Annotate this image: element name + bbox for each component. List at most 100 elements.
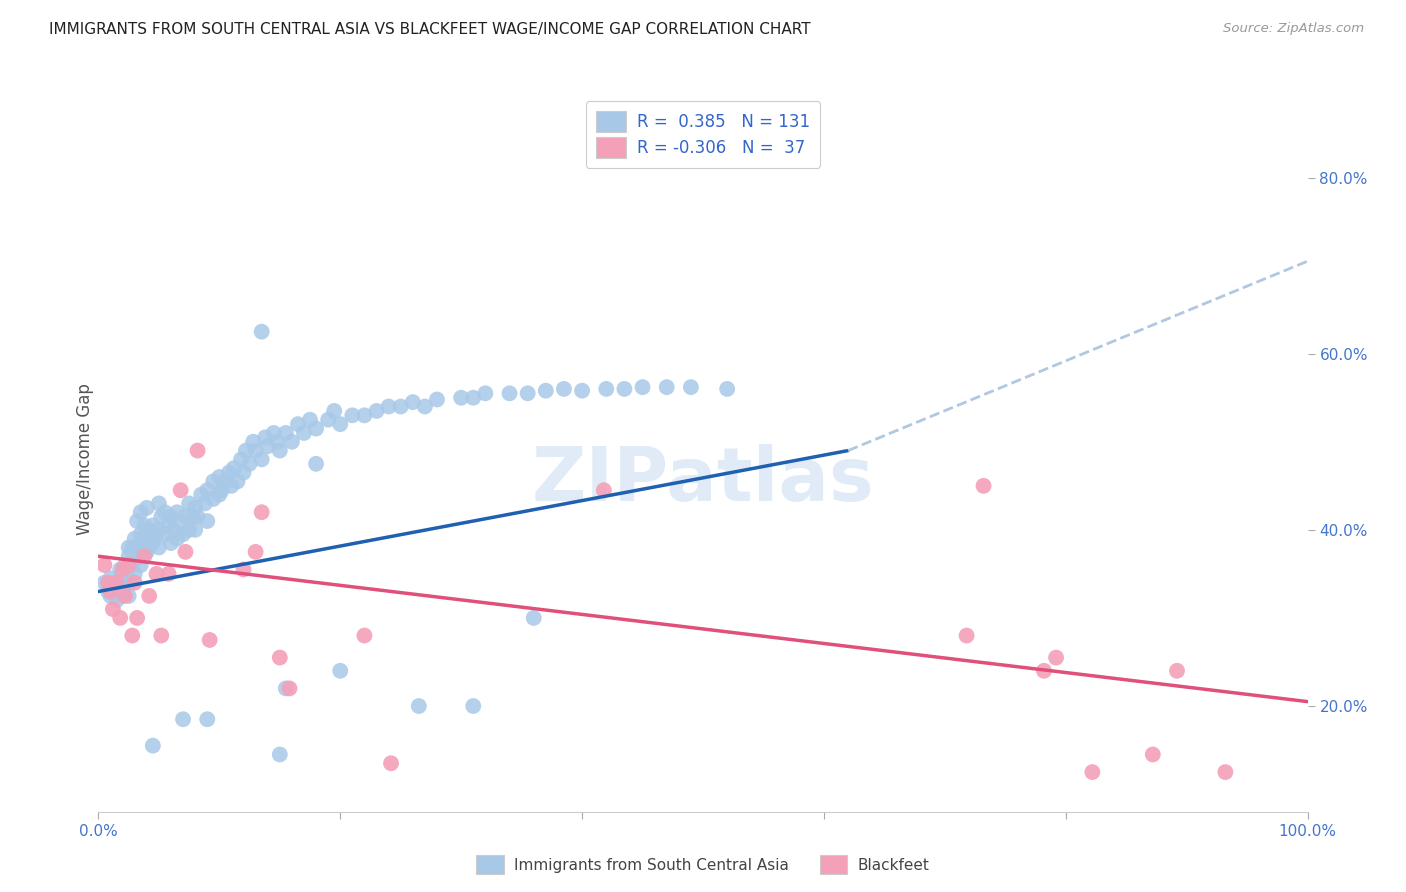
Point <box>114 558 136 573</box>
Point <box>121 628 143 642</box>
Legend: R =  0.385   N = 131, R = -0.306   N =  37: R = 0.385 N = 131, R = -0.306 N = 37 <box>586 102 820 168</box>
Point <box>202 491 225 506</box>
Point <box>195 483 218 498</box>
Point <box>716 382 738 396</box>
Point <box>150 509 173 524</box>
Point <box>108 575 131 590</box>
Point <box>184 523 207 537</box>
Point <box>1045 650 1067 665</box>
Point <box>134 518 156 533</box>
Point <box>135 500 157 515</box>
Point <box>118 541 141 555</box>
Point <box>523 611 546 625</box>
Point <box>211 483 233 498</box>
Point <box>138 523 160 537</box>
Point <box>353 628 375 642</box>
Point <box>287 417 309 431</box>
Point <box>129 505 152 519</box>
Point <box>266 434 288 449</box>
Point <box>160 509 183 524</box>
Point <box>153 505 176 519</box>
Point <box>194 496 217 510</box>
Point <box>148 523 170 537</box>
Point <box>101 580 124 594</box>
Point <box>214 475 236 489</box>
Point <box>195 712 218 726</box>
Point <box>595 382 617 396</box>
Point <box>316 413 339 427</box>
Point <box>208 470 231 484</box>
Point <box>166 505 188 519</box>
Point <box>100 584 122 599</box>
Point <box>463 391 485 405</box>
Point <box>179 496 201 510</box>
Point <box>157 566 180 581</box>
Point <box>1142 747 1164 762</box>
Point <box>138 589 160 603</box>
Point <box>232 466 254 480</box>
Point <box>135 545 157 559</box>
Point <box>329 664 352 678</box>
Point <box>1081 765 1104 780</box>
Point <box>187 443 209 458</box>
Point <box>516 386 538 401</box>
Point <box>129 545 152 559</box>
Point <box>613 382 636 396</box>
Point <box>100 589 122 603</box>
Point <box>157 518 180 533</box>
Point <box>169 516 191 530</box>
Point <box>250 325 273 339</box>
Point <box>93 558 115 573</box>
Point <box>114 571 136 585</box>
Point <box>190 487 212 501</box>
Point <box>93 575 115 590</box>
Point <box>153 527 176 541</box>
Point <box>592 483 614 498</box>
Point <box>239 457 262 471</box>
Point <box>679 380 702 394</box>
Point <box>222 461 245 475</box>
Point <box>124 532 146 546</box>
Point <box>108 562 131 576</box>
Point <box>162 523 184 537</box>
Point <box>97 575 120 590</box>
Point <box>229 452 252 467</box>
Point <box>269 747 291 762</box>
Point <box>127 611 149 625</box>
Point <box>174 545 197 559</box>
Point <box>278 681 301 696</box>
Point <box>111 566 134 581</box>
Point <box>380 756 402 771</box>
Point <box>127 541 149 555</box>
Point <box>105 593 128 607</box>
Point <box>111 562 134 576</box>
Point <box>97 584 120 599</box>
Point <box>100 571 122 585</box>
Text: Source: ZipAtlas.com: Source: ZipAtlas.com <box>1223 22 1364 36</box>
Point <box>218 466 240 480</box>
Point <box>235 443 257 458</box>
Point <box>145 527 167 541</box>
Point <box>305 421 328 435</box>
Point <box>498 386 520 401</box>
Point <box>955 628 977 642</box>
Point <box>104 575 127 590</box>
Point <box>232 562 254 576</box>
Point <box>124 566 146 581</box>
Point <box>195 514 218 528</box>
Point <box>1166 664 1188 678</box>
Point <box>114 575 136 590</box>
Point <box>426 392 449 407</box>
Point <box>148 496 170 510</box>
Point <box>474 386 496 401</box>
Point <box>118 589 141 603</box>
Point <box>353 409 375 423</box>
Point <box>631 380 654 394</box>
Point <box>105 575 128 590</box>
Point <box>181 509 204 524</box>
Point <box>402 395 425 409</box>
Point <box>172 527 194 541</box>
Point <box>169 483 191 498</box>
Text: IMMIGRANTS FROM SOUTH CENTRAL ASIA VS BLACKFEET WAGE/INCOME GAP CORRELATION CHAR: IMMIGRANTS FROM SOUTH CENTRAL ASIA VS BL… <box>49 22 811 37</box>
Point <box>292 425 315 440</box>
